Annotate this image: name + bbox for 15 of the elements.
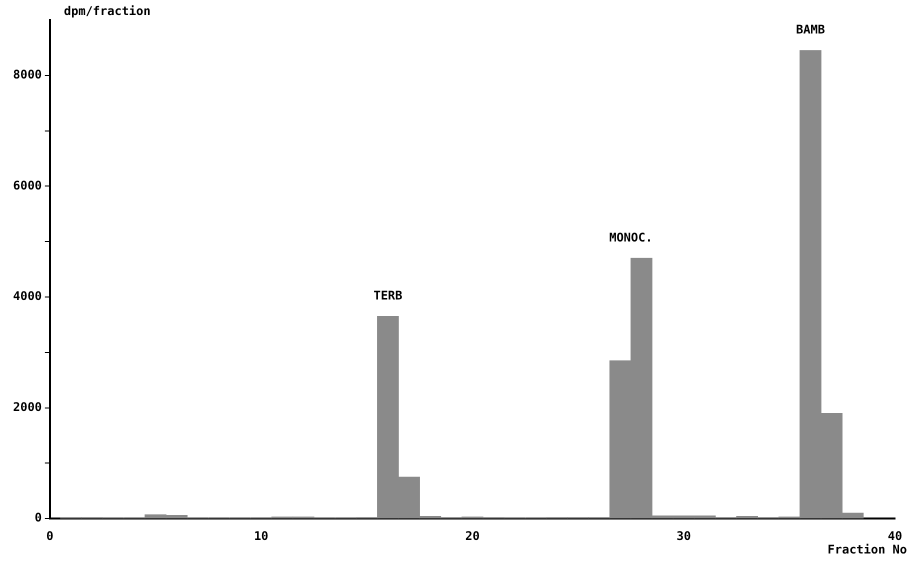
y-tick-label: 8000 [12, 68, 42, 82]
y-axis-title: dpm/fraction [64, 4, 151, 18]
x-tick-label: 20 [465, 528, 480, 543]
annotation: TERB [373, 288, 402, 303]
x-tick-label: 10 [254, 528, 268, 543]
x-tick-label: 0 [46, 528, 54, 543]
y-tick-label: 4000 [12, 289, 42, 304]
y-tick-label: 6000 [12, 178, 42, 192]
y-tick-label: 0 [34, 510, 42, 525]
annotation: BAMB [796, 22, 825, 37]
annotation: MONOC. [609, 230, 653, 244]
y-tick-label: 2000 [12, 400, 42, 414]
x-tick-label: 40 [888, 528, 902, 543]
x-axis-title: Fraction No [828, 542, 907, 557]
x-tick-label: 30 [676, 528, 691, 543]
